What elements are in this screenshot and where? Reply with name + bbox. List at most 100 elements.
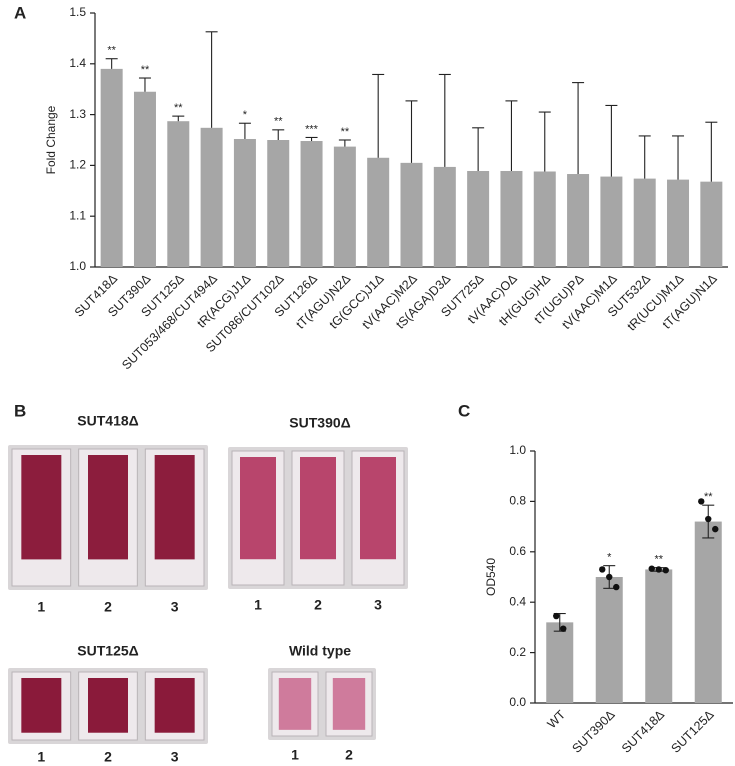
error-bar xyxy=(572,82,585,175)
x-tick-label: WT xyxy=(545,707,569,731)
data-point xyxy=(560,625,567,632)
significance-label: ** xyxy=(141,64,150,76)
error-bar xyxy=(238,122,251,139)
photo-title: Wild type xyxy=(289,643,351,659)
cuvette-liquid xyxy=(154,678,195,733)
photo-sample-label: 1 xyxy=(37,599,45,615)
photo-sample-label: 1 xyxy=(37,749,45,765)
error-bar xyxy=(205,31,218,128)
photo-sample-label: 2 xyxy=(314,597,322,613)
bar xyxy=(367,157,390,267)
bar xyxy=(533,171,556,267)
significance-label: * xyxy=(607,552,612,564)
significance-label: ** xyxy=(274,116,283,128)
significance-label: ** xyxy=(341,126,350,138)
error-bar xyxy=(605,104,618,177)
y-tick-label: 1.4 xyxy=(69,56,86,70)
data-point xyxy=(698,498,705,505)
data-point xyxy=(655,566,662,573)
y-tick-label: 1.0 xyxy=(509,443,526,457)
bar xyxy=(200,127,223,267)
significance-label: * xyxy=(243,109,248,121)
bar xyxy=(467,170,490,267)
bar xyxy=(233,138,256,267)
photo-sample-label: 1 xyxy=(254,597,262,613)
x-tick-label: SUT418Δ xyxy=(619,708,667,756)
panel-label: B xyxy=(14,401,26,420)
error-bar xyxy=(272,129,285,140)
significance-label: ** xyxy=(107,45,116,57)
cuvette-liquid xyxy=(240,457,276,560)
photo-title: SUT390Δ xyxy=(289,415,350,431)
y-tick-label: 1.1 xyxy=(69,208,86,222)
data-point xyxy=(599,566,606,573)
bar xyxy=(645,569,673,703)
error-bar xyxy=(338,139,351,147)
panel-label: C xyxy=(458,401,470,420)
photo-sample-label: 2 xyxy=(345,747,353,763)
bar xyxy=(694,521,722,703)
photo-sample-label: 2 xyxy=(104,599,112,615)
bar xyxy=(433,166,456,267)
y-tick-label: 0.2 xyxy=(509,645,526,659)
bar xyxy=(595,577,623,703)
error-bar xyxy=(638,135,651,179)
bar xyxy=(567,174,590,267)
error-bar xyxy=(172,115,185,122)
error-bar xyxy=(505,100,518,171)
cuvette-liquid xyxy=(332,678,366,730)
panel-label: A xyxy=(14,3,26,22)
error-bar xyxy=(138,77,151,92)
error-bar xyxy=(438,73,451,167)
cuvette-liquid xyxy=(360,457,396,560)
bar xyxy=(667,179,690,267)
bar xyxy=(700,181,723,267)
data-point xyxy=(712,525,719,533)
error-bar xyxy=(538,111,551,172)
error-bar xyxy=(472,127,485,171)
error-bar xyxy=(372,73,385,158)
y-axis-label: OD540 xyxy=(484,558,498,596)
significance-label: ** xyxy=(174,102,183,114)
error-bar xyxy=(305,136,318,142)
data-point xyxy=(705,515,712,523)
significance-label: ** xyxy=(654,554,663,566)
bar xyxy=(600,176,623,267)
y-tick-label: 0.6 xyxy=(509,544,526,558)
photo-sample-label: 3 xyxy=(171,749,179,765)
data-point xyxy=(648,565,655,572)
cuvette-liquid xyxy=(300,457,336,560)
cuvette-liquid xyxy=(21,678,62,733)
x-tick-label: SUT390Δ xyxy=(569,708,617,756)
cuvette-liquid xyxy=(154,455,195,560)
bar xyxy=(167,121,190,267)
bar xyxy=(100,68,123,267)
significance-label: *** xyxy=(305,123,319,135)
bar xyxy=(546,622,574,703)
cuvette-liquid xyxy=(88,455,128,560)
data-point xyxy=(606,573,613,581)
photo-sample-label: 3 xyxy=(171,599,179,615)
bar xyxy=(633,178,656,267)
x-tick-label: SUT125Δ xyxy=(668,708,716,756)
photo-title: SUT125Δ xyxy=(77,643,138,659)
bar xyxy=(500,170,523,267)
bar xyxy=(333,146,356,267)
photo-sample-label: 3 xyxy=(374,597,382,613)
y-tick-label: 1.0 xyxy=(69,259,86,273)
data-point xyxy=(613,583,620,591)
data-point xyxy=(662,566,669,574)
data-point xyxy=(553,612,560,620)
significance-label: ** xyxy=(704,491,713,503)
y-tick-label: 0.8 xyxy=(509,494,526,508)
photo-sample-label: 2 xyxy=(104,749,112,765)
error-bar xyxy=(405,100,418,163)
y-tick-label: 0.4 xyxy=(509,594,526,608)
error-bar xyxy=(672,135,685,180)
bar xyxy=(300,141,323,267)
y-tick-label: 1.3 xyxy=(69,107,86,121)
cuvette-liquid xyxy=(88,678,128,733)
error-bar xyxy=(705,121,718,182)
photo-sample-label: 1 xyxy=(291,747,299,763)
